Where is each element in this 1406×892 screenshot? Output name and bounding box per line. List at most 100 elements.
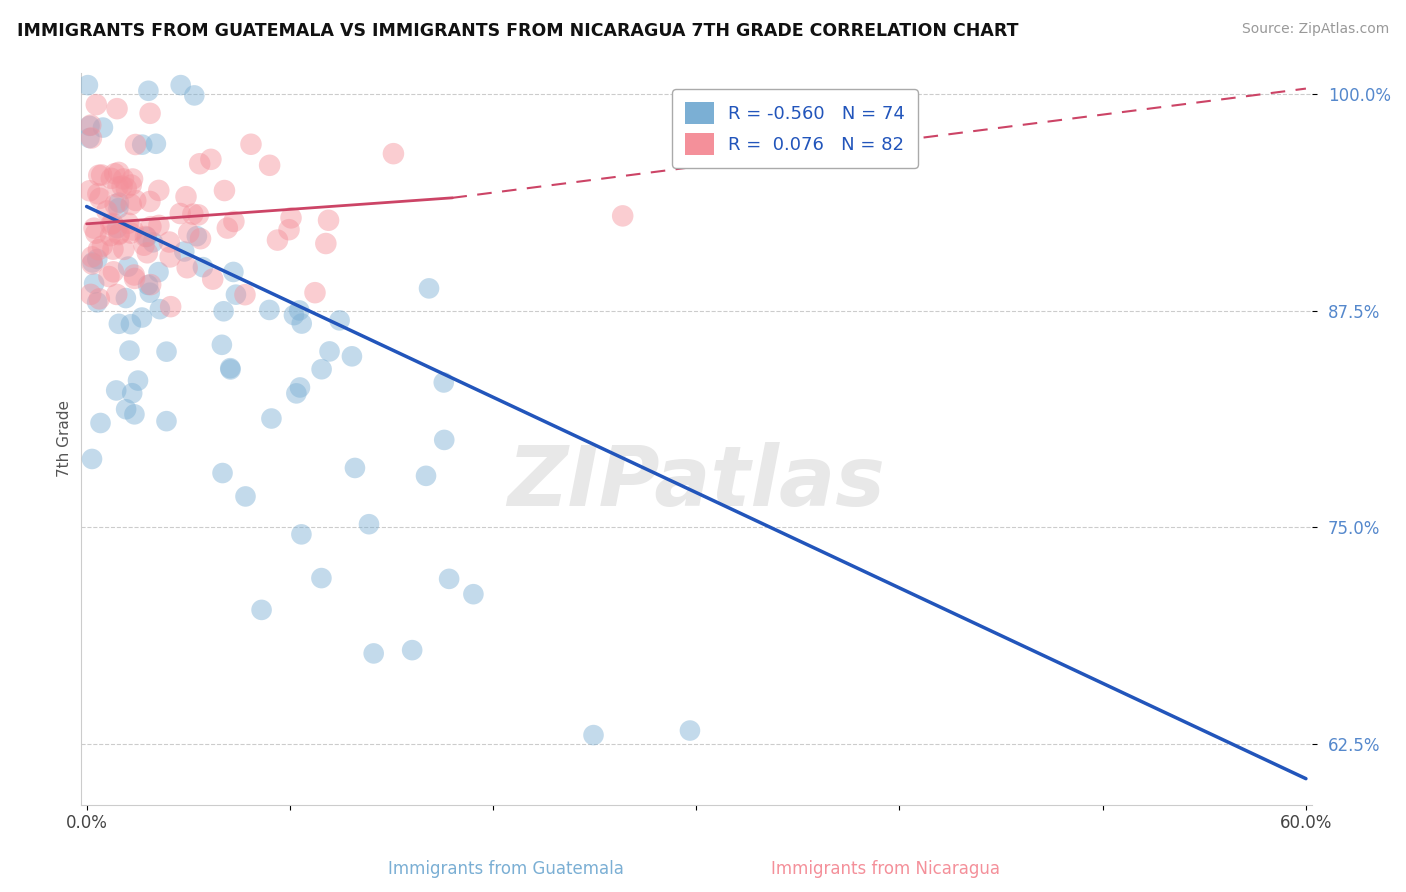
Point	[107, 165, 129, 179]
Point	[212, 304, 235, 318]
Point	[219, 362, 242, 376]
Point	[315, 236, 337, 251]
Point	[108, 195, 131, 210]
Point	[86, 252, 108, 266]
Point	[105, 102, 128, 116]
Point	[117, 216, 139, 230]
Point	[222, 265, 245, 279]
Point	[120, 226, 142, 240]
Point	[266, 233, 288, 247]
Point	[280, 211, 302, 225]
Point	[233, 287, 256, 301]
Point	[318, 344, 340, 359]
Point	[170, 78, 193, 92]
Text: Source: ZipAtlas.com: Source: ZipAtlas.com	[1241, 22, 1389, 37]
Point	[363, 647, 385, 661]
Point	[131, 310, 153, 325]
Point	[124, 137, 146, 152]
Text: IMMIGRANTS FROM GUATEMALA VS IMMIGRANTS FROM NICARAGUA 7TH GRADE CORRELATION CHA: IMMIGRANTS FROM GUATEMALA VS IMMIGRANTS …	[17, 22, 1018, 40]
Point	[104, 167, 127, 181]
Text: ZIPatlas: ZIPatlas	[508, 442, 886, 524]
Point	[612, 209, 634, 223]
Point	[101, 216, 124, 230]
Point	[77, 78, 100, 92]
Point	[117, 260, 139, 274]
Point	[191, 260, 214, 274]
Point	[136, 277, 159, 292]
Point	[157, 235, 180, 249]
Point	[127, 374, 149, 388]
Point	[103, 265, 125, 279]
Point	[211, 466, 233, 480]
Point	[100, 218, 122, 232]
Point	[304, 285, 326, 300]
Point	[235, 490, 257, 504]
Point	[149, 302, 172, 317]
Point	[259, 302, 281, 317]
Point	[100, 228, 122, 243]
Point	[139, 106, 162, 120]
Point	[122, 268, 145, 282]
Point	[288, 303, 311, 318]
Point	[83, 221, 105, 235]
Point	[159, 250, 181, 264]
Point	[89, 416, 111, 430]
Point	[176, 260, 198, 275]
Point	[79, 119, 101, 133]
Point	[259, 158, 281, 172]
Text: Immigrants from Nicaragua: Immigrants from Nicaragua	[772, 860, 1000, 878]
Point	[101, 242, 124, 256]
Point	[240, 137, 263, 152]
Point	[120, 178, 142, 192]
Point	[177, 226, 200, 240]
Point	[124, 408, 146, 422]
Point	[138, 84, 160, 98]
Point	[139, 194, 162, 209]
Point	[250, 603, 273, 617]
Text: Immigrants from Guatemala: Immigrants from Guatemala	[388, 860, 624, 878]
Point	[142, 235, 165, 250]
Point	[115, 291, 138, 305]
Point	[118, 343, 141, 358]
Point	[201, 272, 224, 286]
Point	[105, 221, 128, 235]
Point	[290, 527, 312, 541]
Point	[174, 189, 197, 203]
Point	[89, 292, 111, 306]
Point	[121, 172, 143, 186]
Point	[135, 230, 157, 244]
Point	[463, 587, 485, 601]
Point	[115, 402, 138, 417]
Point	[418, 281, 440, 295]
Point	[86, 295, 108, 310]
Point	[211, 338, 233, 352]
Point	[283, 308, 305, 322]
Point	[124, 271, 146, 285]
Point	[225, 287, 247, 301]
Point	[679, 723, 702, 738]
Point	[107, 180, 129, 194]
Point	[401, 643, 423, 657]
Point	[79, 184, 101, 198]
Point	[186, 229, 208, 244]
Point	[108, 227, 131, 241]
Point	[107, 227, 129, 242]
Point	[190, 232, 212, 246]
Point	[291, 317, 314, 331]
Point	[97, 269, 120, 284]
Point	[83, 277, 105, 291]
Point	[139, 219, 162, 234]
Point	[145, 136, 167, 151]
Point	[96, 204, 118, 219]
Point	[121, 386, 143, 401]
Point	[112, 172, 135, 186]
Point	[139, 277, 162, 292]
Point	[136, 245, 159, 260]
Point	[134, 229, 156, 244]
Point	[155, 344, 177, 359]
Point	[222, 214, 245, 228]
Point	[288, 380, 311, 394]
Point	[120, 197, 142, 211]
Point	[343, 461, 366, 475]
Point	[219, 361, 242, 376]
